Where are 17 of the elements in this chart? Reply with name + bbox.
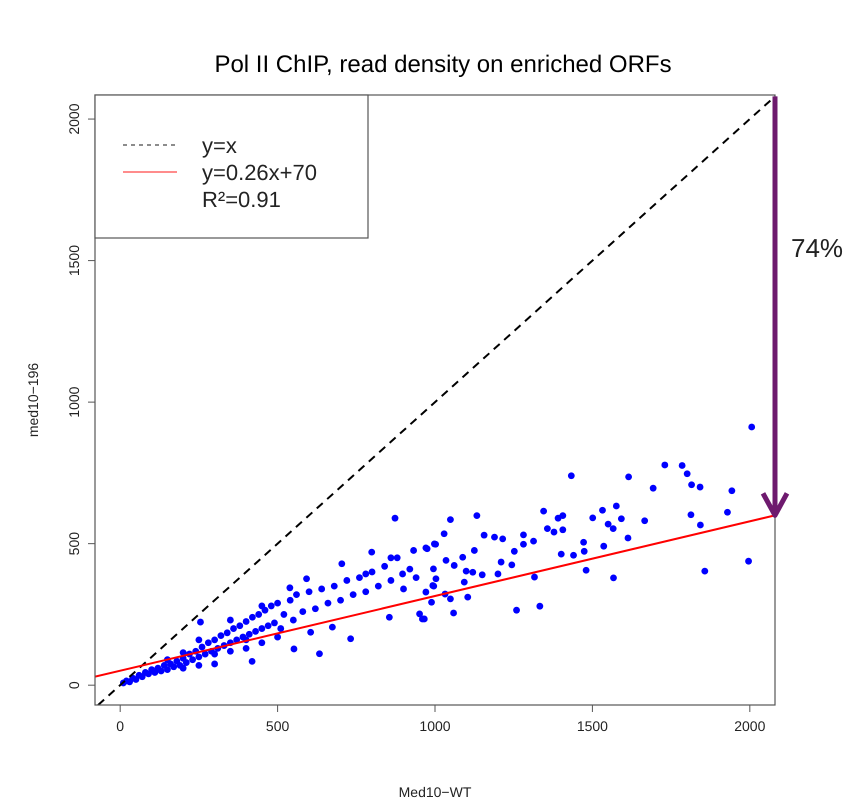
y-axis-title: med10−196 <box>25 362 41 438</box>
chart-title: Pol II ChIP, read density on enriched ORFs <box>214 51 672 78</box>
y-tick-label: 0 <box>66 681 82 690</box>
x-axis-title: Med10−WT <box>398 784 472 800</box>
x-tick-label: 0 <box>116 718 124 734</box>
y-tick-label: 1000 <box>66 386 82 418</box>
legend-label: y=x <box>202 133 237 158</box>
y-tick-label: 1500 <box>66 244 82 276</box>
y-tick-label: 500 <box>66 532 82 556</box>
text: 74% <box>791 233 844 263</box>
legend-label: y=0.26x+70 <box>202 160 317 185</box>
annotation: R²=0.91 <box>202 187 281 212</box>
x-tick-label: 1000 <box>419 718 451 734</box>
x-tick-label: 1500 <box>576 718 608 734</box>
y-tick-label: 2000 <box>66 103 82 135</box>
x-tick-label: 2000 <box>734 718 766 734</box>
x-tick-label: 500 <box>266 718 290 734</box>
